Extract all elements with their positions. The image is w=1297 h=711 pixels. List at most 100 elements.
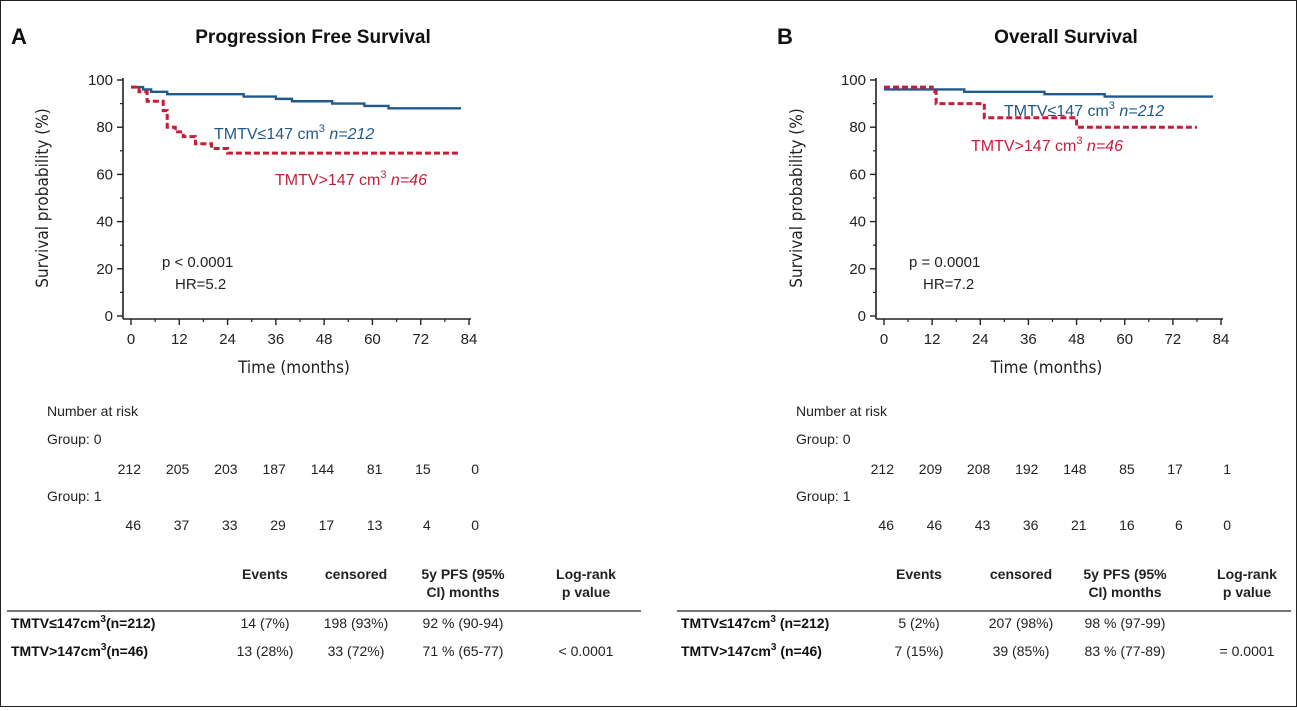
x-tick-label: 72 (412, 331, 429, 348)
table-cell: 14 (7%) (240, 615, 289, 631)
x-tick-label: 24 (219, 331, 236, 348)
table-header: p value (1223, 584, 1271, 600)
table-header: Events (896, 566, 942, 582)
table-row-label: TMTV≤147cm3(n=212) (11, 614, 155, 631)
risk-value: 29 (270, 517, 286, 533)
row-label-sup: 3 (771, 642, 777, 653)
y-tick-label: 20 (96, 261, 113, 278)
row-label-suffix: (n=46) (106, 643, 148, 659)
x-tick-label: 0 (127, 331, 135, 348)
risk-value: 187 (262, 461, 286, 477)
table-header: 5y PFS (95% (1083, 566, 1167, 582)
hazard-ratio-annotation: HR=5.2 (175, 276, 226, 293)
y-tick-label: 100 (88, 72, 113, 89)
series-line-0 (884, 88, 1213, 98)
x-tick-label: 12 (171, 331, 188, 348)
x-tick-label: 36 (268, 331, 285, 348)
x-axis-label: Time (months) (990, 358, 1103, 378)
risk-value: 16 (1119, 517, 1135, 533)
series-label-sup: 3 (1076, 135, 1082, 147)
series-line-0 (131, 85, 461, 110)
x-tick-label: 0 (880, 331, 888, 348)
risk-value: 37 (174, 517, 190, 533)
table-cell: < 0.0001 (559, 643, 614, 659)
table-cell: 71 % (65-77) (423, 643, 504, 659)
series-label-sup: 3 (380, 169, 386, 181)
row-label-main: TMTV≤147cm (681, 615, 770, 631)
row-label-sup: 3 (770, 614, 776, 625)
risk-value: 46 (878, 517, 894, 533)
y-tick-label: 60 (96, 166, 113, 183)
table-header: censored (990, 566, 1052, 582)
y-tick-label: 20 (849, 261, 866, 278)
y-axis-label: Survival probability (%) (787, 108, 807, 287)
row-label-main: TMTV≤147cm (11, 615, 100, 631)
risk-value: 148 (1063, 461, 1087, 477)
y-tick-label: 40 (849, 214, 866, 231)
series-line-1 (131, 85, 461, 155)
table-cell: 92 % (90-94) (423, 615, 504, 631)
table-row-label: TMTV>147cm3 (n=46) (681, 642, 822, 659)
x-tick-label: 60 (364, 331, 381, 348)
risk-value: 6 (1175, 517, 1183, 533)
table-header: CI) months (426, 584, 499, 600)
series-label-n: n=46 (1082, 138, 1123, 155)
x-tick-label: 48 (1068, 331, 1085, 348)
table-cell: 198 (93%) (324, 615, 389, 631)
series-label-n: n=212 (1115, 103, 1164, 120)
risk-group-label: Group: 0 (47, 431, 102, 447)
row-label-sup: 3 (100, 614, 106, 625)
risk-value: 46 (125, 517, 141, 533)
risk-group-label: Group: 1 (47, 488, 102, 504)
series-label-main: TMTV≤147 cm (1004, 103, 1109, 120)
risk-title: Number at risk (47, 403, 139, 419)
risk-value: 46 (927, 517, 943, 533)
risk-value: 205 (166, 461, 190, 477)
y-tick-label: 0 (858, 308, 866, 325)
risk-value: 212 (118, 461, 142, 477)
chart-title: Overall Survival (994, 27, 1138, 48)
table-cell: 83 % (77-89) (1085, 643, 1166, 659)
table-header: Log-rank (556, 566, 616, 582)
risk-group-label: Group: 1 (796, 488, 851, 504)
risk-value: 13 (367, 517, 383, 533)
risk-value: 43 (975, 517, 991, 533)
table-cell: 39 (85%) (993, 643, 1050, 659)
table-header: 5y PFS (95% (421, 566, 505, 582)
table-header: Events (242, 566, 288, 582)
risk-value: 144 (311, 461, 335, 477)
series-label-main: TMTV>147 cm (275, 172, 380, 189)
x-tick-label: 48 (316, 331, 333, 348)
x-tick-label: 60 (1116, 331, 1133, 348)
series-label-n: n=46 (386, 172, 427, 189)
x-tick-label: 72 (1165, 331, 1182, 348)
x-tick-label: 12 (924, 331, 941, 348)
risk-value: 1 (1223, 461, 1231, 477)
risk-value: 0 (471, 461, 479, 477)
series-label-1: TMTV>147 cm3 n=46 (971, 135, 1123, 155)
row-label-suffix: (n=46) (776, 643, 822, 659)
series-label-main: TMTV>147 cm (971, 138, 1076, 155)
table-cell: 5 (2%) (898, 615, 939, 631)
table-cell: 207 (98%) (989, 615, 1054, 631)
row-label-suffix: (n=212) (776, 615, 829, 631)
risk-value: 33 (222, 517, 238, 533)
chart-title: Progression Free Survival (195, 27, 431, 48)
risk-value: 208 (967, 461, 991, 477)
risk-value: 36 (1023, 517, 1039, 533)
risk-value: 17 (319, 517, 335, 533)
risk-value: 81 (367, 461, 383, 477)
panel-letter: A (11, 24, 27, 49)
table-row-label: TMTV>147cm3(n=46) (11, 642, 148, 659)
y-tick-label: 40 (96, 214, 113, 231)
risk-value: 21 (1071, 517, 1087, 533)
risk-value: 17 (1167, 461, 1183, 477)
table-header: Log-rank (1217, 566, 1277, 582)
series-label-main: TMTV≤147 cm (214, 126, 319, 143)
series-label-sup: 3 (319, 123, 325, 135)
row-label-sup: 3 (101, 642, 107, 653)
